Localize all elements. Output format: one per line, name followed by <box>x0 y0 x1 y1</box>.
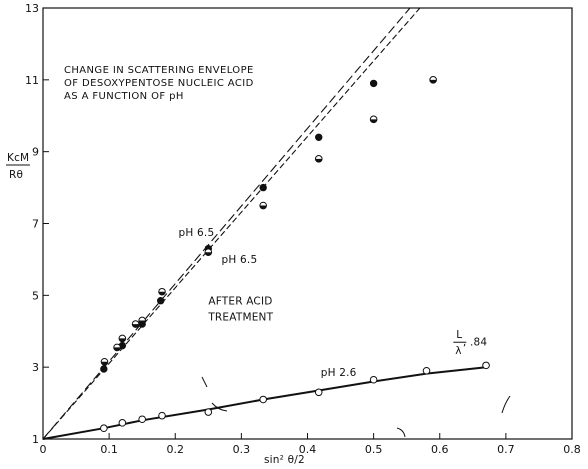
point-ph65-acid <box>259 201 267 210</box>
x-tick-label: 0.8 <box>563 443 581 456</box>
annotation-treatment: TREATMENT <box>207 311 273 323</box>
y-tick-label: 7 <box>32 218 39 231</box>
arrow-ph65 <box>201 376 208 388</box>
x-tick-label: 0.2 <box>167 443 185 456</box>
annotation-ph65: pH 6.5 <box>179 227 215 239</box>
point-ph65-acid-fill <box>113 347 121 351</box>
ratio-value: , .84 <box>463 337 487 349</box>
x-tick-label: 0 <box>40 443 47 456</box>
y-tick-label: 3 <box>32 361 39 374</box>
x-tick-label: 0.4 <box>299 443 317 456</box>
point-ph65 <box>259 183 267 192</box>
point-ph26 <box>118 419 127 427</box>
point-ph65-acid-fill <box>429 79 437 84</box>
x-tick-label: 0.1 <box>100 443 118 456</box>
point-ph65-acid-fill <box>138 320 146 324</box>
point-ph65-acid <box>204 248 213 257</box>
point-ph26 <box>158 411 166 420</box>
y-tick-label: 1 <box>32 433 39 446</box>
y-tick-label: 9 <box>32 146 39 159</box>
data-points <box>100 76 490 433</box>
point-ph65-acid <box>369 115 378 124</box>
point-ph65-acid <box>113 343 121 352</box>
y-tick-label: 11 <box>25 74 39 87</box>
y-tick-label: 13 <box>25 2 39 15</box>
point-ph65-acid-fill <box>259 205 267 209</box>
y-axis-label-bottom: Rθ <box>9 169 23 181</box>
x-tick-label: 0.5 <box>365 443 383 456</box>
point-ph65-acid <box>429 76 437 84</box>
point-ph65-acid <box>118 334 127 343</box>
ratio-denominator: λ <box>455 345 461 357</box>
point-ph65-acid-fill <box>132 324 139 328</box>
point-ph65-acid <box>138 316 146 325</box>
annotation-after-acid: AFTER ACID <box>208 295 272 307</box>
y-tick-label: 5 <box>32 289 39 302</box>
point-ph65-acid-fill <box>370 119 377 123</box>
point-ph65 <box>100 365 108 373</box>
arrow-ph26 <box>396 427 406 438</box>
point-ph65-acid-fill <box>158 291 166 296</box>
arrow-ratio <box>501 395 511 414</box>
annotation-ph65-acid: pH 6.5 <box>222 254 258 266</box>
point-ph26 <box>100 424 108 433</box>
point-ph65-acid-fill <box>119 338 126 342</box>
text-labels: CHANGE IN SCATTERING ENVELOPE OF DESOXYP… <box>6 65 511 466</box>
point-ph65-acid-fill <box>101 361 108 366</box>
point-ph26 <box>422 366 431 375</box>
annotation-ph26: pH 2.6 <box>321 367 357 379</box>
chart-title-line-1: CHANGE IN SCATTERING ENVELOPE <box>64 65 254 76</box>
arrow-ph65-acid <box>211 402 228 412</box>
point-ph26 <box>204 408 213 416</box>
point-ph65-acid-fill <box>315 158 323 163</box>
chart-title-line-3: AS A FUNCTION OF pH <box>64 91 184 102</box>
point-ph65-acid-fill <box>205 252 212 256</box>
ratio-numerator: L <box>456 329 462 341</box>
point-ph65 <box>157 297 165 305</box>
fit-line-ph26 <box>42 366 487 440</box>
y-axis-label-top: KcM <box>7 152 29 164</box>
point-ph65-acid <box>100 357 109 366</box>
point-ph65-acid <box>158 287 166 296</box>
point-ph26 <box>369 375 378 384</box>
point-ph65-acid <box>131 320 140 328</box>
x-tick-label: 0.6 <box>431 443 449 456</box>
point-ph26 <box>314 388 323 397</box>
x-tick-label: 0.7 <box>497 443 515 456</box>
point-ph26 <box>138 415 146 424</box>
point-ph65 <box>315 133 323 141</box>
x-tick-label: 0.3 <box>233 443 251 456</box>
point-ph26 <box>259 395 267 404</box>
point-ph26 <box>482 361 490 370</box>
point-ph65-acid <box>314 155 323 163</box>
chart-title-line-2: OF DESOXYPENTOSE NUCLEIC ACID <box>64 78 254 89</box>
x-axis-label: sin² θ/2 <box>264 454 305 466</box>
point-ph65 <box>369 79 378 88</box>
